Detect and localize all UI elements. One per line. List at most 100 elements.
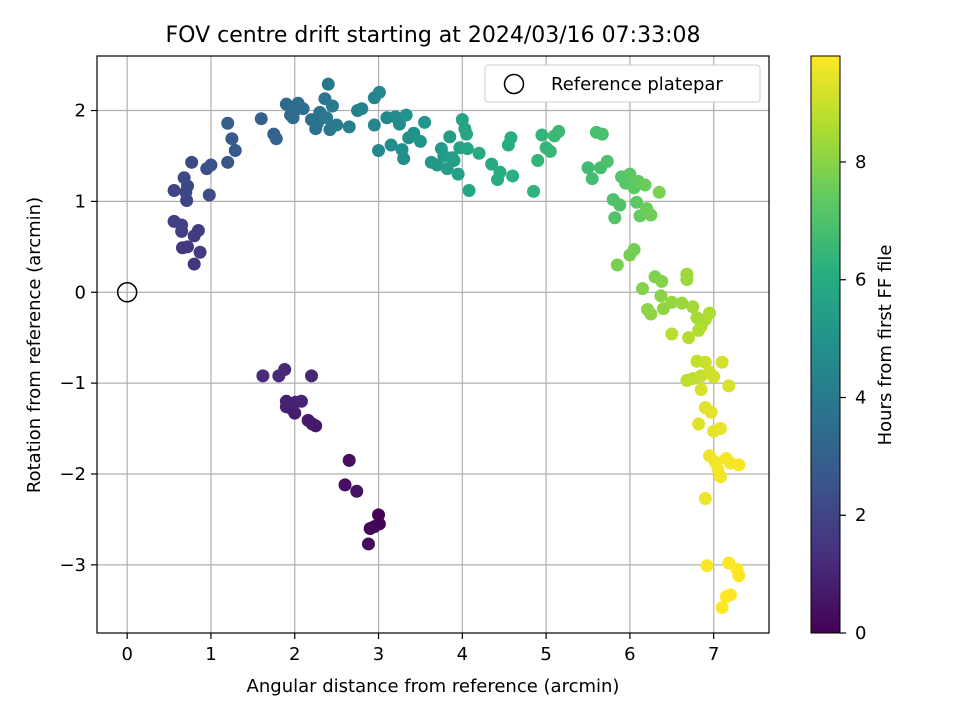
data-point [686,300,700,314]
data-point [531,153,545,167]
data-point [635,282,649,296]
data-point [185,155,199,169]
colorbar-tick-label: 4 [855,387,866,408]
data-point [665,327,679,341]
y-axis-label: Rotation from reference (arcmin) [24,197,45,493]
data-point [732,569,746,583]
colorbar-tick-label: 6 [855,270,866,291]
data-point [286,111,300,125]
data-point [613,198,627,212]
data-point [692,417,706,431]
data-point [485,157,499,171]
data-point [623,167,637,181]
data-point [630,195,644,209]
data-point [608,211,622,225]
data-point [342,120,356,134]
x-axis-label: Angular distance from reference (arcmin) [247,676,620,697]
data-point [655,274,669,288]
data-point [715,601,729,615]
plot-frame [96,55,770,634]
data-point [191,223,205,237]
data-point [413,134,427,148]
data-point [350,484,364,498]
data-point [535,128,549,142]
data-point [204,158,218,172]
y-tick-label: −1 [59,373,86,394]
data-point [682,331,696,345]
data-point [221,116,235,130]
data-point [610,258,624,272]
data-point [372,144,386,158]
data-points [167,77,746,615]
data-point [372,85,386,99]
colorbar-tick-label: 0 [855,623,866,644]
data-point [694,382,708,396]
data-point [652,185,666,199]
data-point [325,99,339,113]
y-tick-label: 1 [75,191,86,212]
y-tick-label: 0 [75,282,86,303]
data-point [272,369,286,383]
colorbar-ticks: 0 2 4 6 8 [840,152,866,644]
data-point [462,183,476,197]
data-point [543,144,557,158]
data-point [654,289,668,303]
y-tick-label: −2 [59,464,86,485]
data-point [367,118,381,132]
data-point [644,307,658,321]
data-point [256,369,270,383]
data-point [722,379,736,393]
data-point [320,111,334,125]
colorbar [810,55,841,634]
colorbar-label: Hours from first FF file [875,245,896,446]
data-point [451,167,465,181]
data-point [680,267,694,281]
data-point [638,178,652,192]
data-point [713,422,727,436]
data-point [504,131,518,145]
data-point [296,102,310,116]
y-tick-label: 2 [75,101,86,122]
x-tick-label: 0 [121,644,132,665]
data-point [330,118,344,132]
data-point [692,323,706,337]
data-point [460,127,474,141]
data-point [384,138,398,152]
data-point [221,155,235,169]
data-point [460,142,474,156]
x-tick-label: 3 [373,644,384,665]
data-point [595,127,609,141]
data-point [732,458,746,472]
reference-point-marker [116,282,138,303]
plot-area [97,56,769,633]
colorbar-tick-label: 8 [855,152,866,173]
data-point [395,143,409,157]
data-point [193,245,207,259]
data-point [342,453,356,467]
data-point [321,77,335,91]
x-tick-label: 6 [624,644,635,665]
data-point [418,115,432,129]
data-point [698,355,712,369]
chart-title: FOV centre drift starting at 2024/03/16 … [166,23,701,48]
data-point [175,218,189,232]
data-point [430,158,444,172]
data-point [723,588,737,602]
data-point [527,184,541,198]
legend: Reference platepar [484,64,761,103]
x-tick-label: 7 [708,644,719,665]
data-point [585,172,599,186]
data-point [175,241,189,255]
data-point [552,124,566,138]
data-point [703,306,717,320]
data-point [713,470,727,484]
x-tick-label: 4 [457,644,468,665]
data-point [707,370,721,384]
data-point [355,102,369,116]
data-point [202,188,216,202]
data-point [177,171,191,185]
legend-marker [503,73,525,95]
data-point [399,108,413,122]
data-point [700,559,714,573]
data-point [704,405,718,419]
